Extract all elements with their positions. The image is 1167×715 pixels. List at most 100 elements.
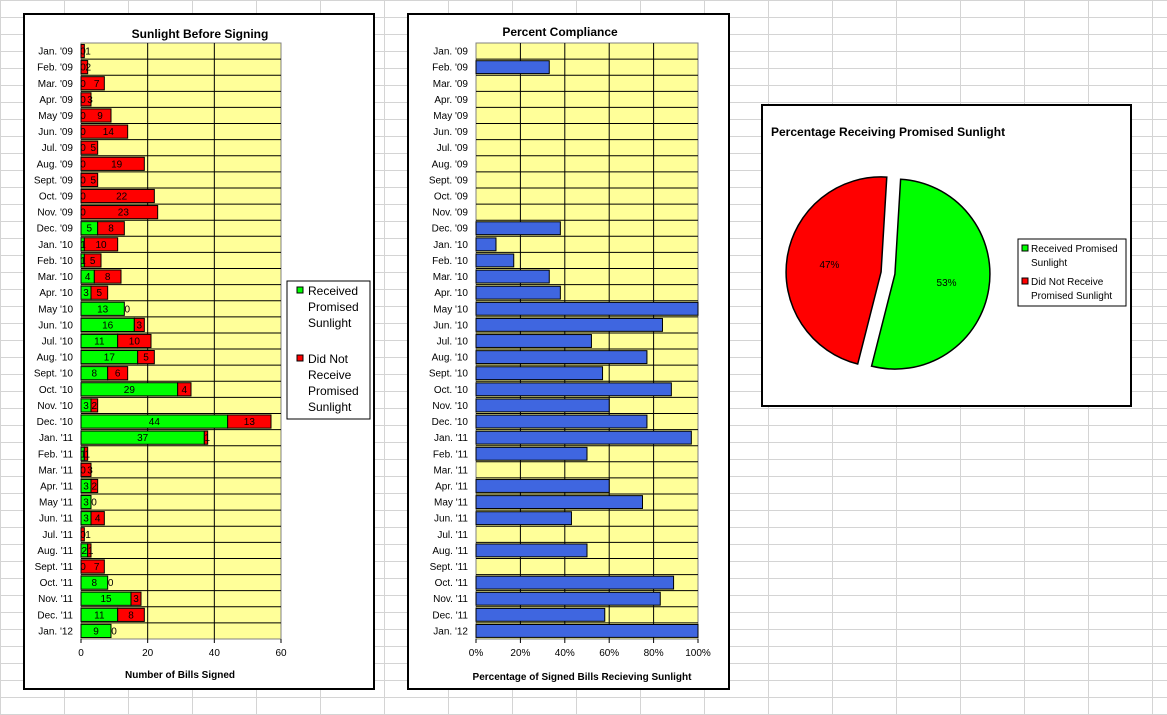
y-tick-label: Jun. '09 bbox=[433, 127, 468, 138]
x-tick-label: 40 bbox=[209, 648, 221, 659]
y-tick-label: Feb. '11 bbox=[38, 449, 74, 460]
y-tick-label: Oct. '09 bbox=[434, 192, 469, 203]
y-tick-label: Dec. '09 bbox=[37, 224, 74, 235]
bar-not-received bbox=[137, 350, 155, 365]
data-label-received: 0 bbox=[80, 465, 86, 476]
data-label-not-received: 7 bbox=[94, 79, 100, 90]
y-tick-label: May '11 bbox=[434, 498, 468, 509]
data-label-not-received: 0 bbox=[108, 578, 114, 589]
data-label-not-received: 2 bbox=[92, 481, 98, 492]
data-label-not-received: 13 bbox=[244, 417, 256, 428]
y-tick-label: Sept. '10 bbox=[34, 369, 74, 380]
y-tick-label: Aug. '09 bbox=[432, 159, 469, 170]
y-tick-label: May '09 bbox=[433, 111, 468, 122]
bar-not-received bbox=[80, 124, 129, 139]
bar-compliance bbox=[475, 301, 699, 316]
legend-swatch-not-received bbox=[296, 354, 304, 362]
data-label-received: 0 bbox=[80, 79, 86, 90]
data-label-received: 9 bbox=[93, 626, 99, 637]
y-tick-label: Apr. '11 bbox=[435, 481, 468, 492]
data-label-received: 0 bbox=[80, 562, 86, 573]
y-tick-label: Oct. '11 bbox=[40, 578, 74, 589]
legend-label-not-received: Receive bbox=[308, 368, 352, 382]
data-label-received: 11 bbox=[94, 610, 105, 621]
pie-slice-not-received bbox=[785, 176, 888, 365]
y-tick-label: Oct. '09 bbox=[39, 192, 74, 203]
percent-compliance-chart: Percent Compliance Percentage of Signed … bbox=[407, 13, 730, 690]
data-label-received: 1 bbox=[80, 240, 86, 251]
bar-not-received bbox=[90, 478, 99, 494]
data-label-received: 0 bbox=[80, 95, 86, 106]
y-tick-label: Oct. '10 bbox=[434, 385, 469, 396]
data-label-received: 0 bbox=[80, 192, 86, 203]
y-tick-label: Jun. '10 bbox=[433, 320, 468, 331]
y-tick-label: Dec. '10 bbox=[432, 417, 469, 428]
data-label-not-received: 1 bbox=[205, 433, 211, 444]
percentage-receiving-sunlight-pie: Percentage Receiving Promised Sunlight 5… bbox=[761, 104, 1132, 407]
data-label-not-received: 3 bbox=[137, 320, 143, 331]
bar-compliance bbox=[475, 221, 561, 236]
y-tick-label: Mar. '10 bbox=[433, 272, 469, 283]
y-tick-label: Aug. '09 bbox=[37, 159, 74, 170]
y-tick-label: Feb. '09 bbox=[432, 63, 468, 74]
y-tick-label: Jun. '09 bbox=[38, 127, 73, 138]
y-tick-label: Jul. '09 bbox=[42, 143, 74, 154]
bar-not-received bbox=[80, 559, 105, 574]
data-label-not-received: 5 bbox=[91, 175, 97, 186]
y-tick-label: Nov. '10 bbox=[432, 401, 468, 412]
bar-compliance bbox=[475, 237, 497, 252]
data-label-received: 0 bbox=[80, 530, 86, 541]
data-label-not-received: 2 bbox=[92, 401, 98, 412]
bar-not-received bbox=[93, 269, 122, 284]
data-label-received: 3 bbox=[83, 288, 89, 299]
data-label-not-received: 5 bbox=[97, 288, 103, 299]
y-tick-label: Feb. '10 bbox=[37, 256, 73, 267]
data-label-not-received: 4 bbox=[95, 514, 101, 525]
y-tick-label: Apr. '10 bbox=[434, 288, 468, 299]
data-label-received: 4 bbox=[85, 272, 91, 283]
data-label-received: 17 bbox=[104, 353, 116, 364]
data-label-received: 11 bbox=[94, 337, 105, 348]
data-label-received: 0 bbox=[80, 175, 86, 186]
percent-compliance-svg: Percent Compliance Percentage of Signed … bbox=[429, 25, 711, 683]
y-tick-label: Dec. '09 bbox=[432, 224, 469, 235]
bar-not-received bbox=[80, 462, 92, 477]
y-tick-label: Nov. '11 bbox=[433, 594, 468, 605]
data-label-received: 0 bbox=[80, 208, 86, 219]
bar-not-received bbox=[87, 543, 92, 558]
y-tick-label: Apr. '09 bbox=[39, 95, 73, 106]
data-label-received: 16 bbox=[102, 320, 114, 331]
x-axis-label: Number of Bills Signed bbox=[125, 670, 235, 681]
bar-compliance bbox=[475, 382, 672, 397]
bar-not-received bbox=[227, 414, 272, 429]
bar-received bbox=[80, 494, 92, 510]
legend-label-not-received: Sunlight bbox=[308, 400, 352, 414]
bar-not-received bbox=[80, 156, 145, 171]
bar-compliance bbox=[475, 253, 515, 268]
y-tick-label: Aug. '10 bbox=[37, 353, 74, 364]
bar-compliance bbox=[475, 414, 648, 429]
y-tick-label: Apr. '09 bbox=[434, 95, 468, 106]
legend-swatch-received bbox=[1021, 244, 1029, 252]
data-label-not-received: 8 bbox=[128, 610, 134, 621]
x-tick-label: 40% bbox=[555, 648, 575, 659]
data-label-received: 1 bbox=[80, 256, 86, 267]
pie-data-label: 53% bbox=[937, 278, 957, 289]
legend: Received Promised Sunlight Did Not Receive Pr… bbox=[286, 280, 371, 420]
bar-compliance bbox=[475, 495, 643, 510]
bar-not-received bbox=[90, 398, 99, 413]
bar-compliance bbox=[475, 317, 663, 332]
data-label-received: 0 bbox=[80, 143, 86, 154]
data-label-received: 0 bbox=[80, 111, 86, 122]
x-tick-label: 60 bbox=[275, 648, 287, 659]
bar-not-received bbox=[130, 591, 142, 606]
data-label-not-received: 3 bbox=[87, 465, 93, 476]
y-tick-label: Dec. '11 bbox=[432, 610, 468, 621]
bar-compliance bbox=[475, 366, 604, 381]
legend-label-received: Received Promised bbox=[1031, 244, 1118, 255]
data-label-not-received: 1 bbox=[85, 530, 91, 541]
y-tick-label: Oct. '11 bbox=[435, 578, 469, 589]
y-tick-label: Sept. '09 bbox=[34, 175, 74, 186]
bar-not-received bbox=[80, 205, 159, 220]
y-tick-label: Jul. '11 bbox=[437, 530, 468, 541]
